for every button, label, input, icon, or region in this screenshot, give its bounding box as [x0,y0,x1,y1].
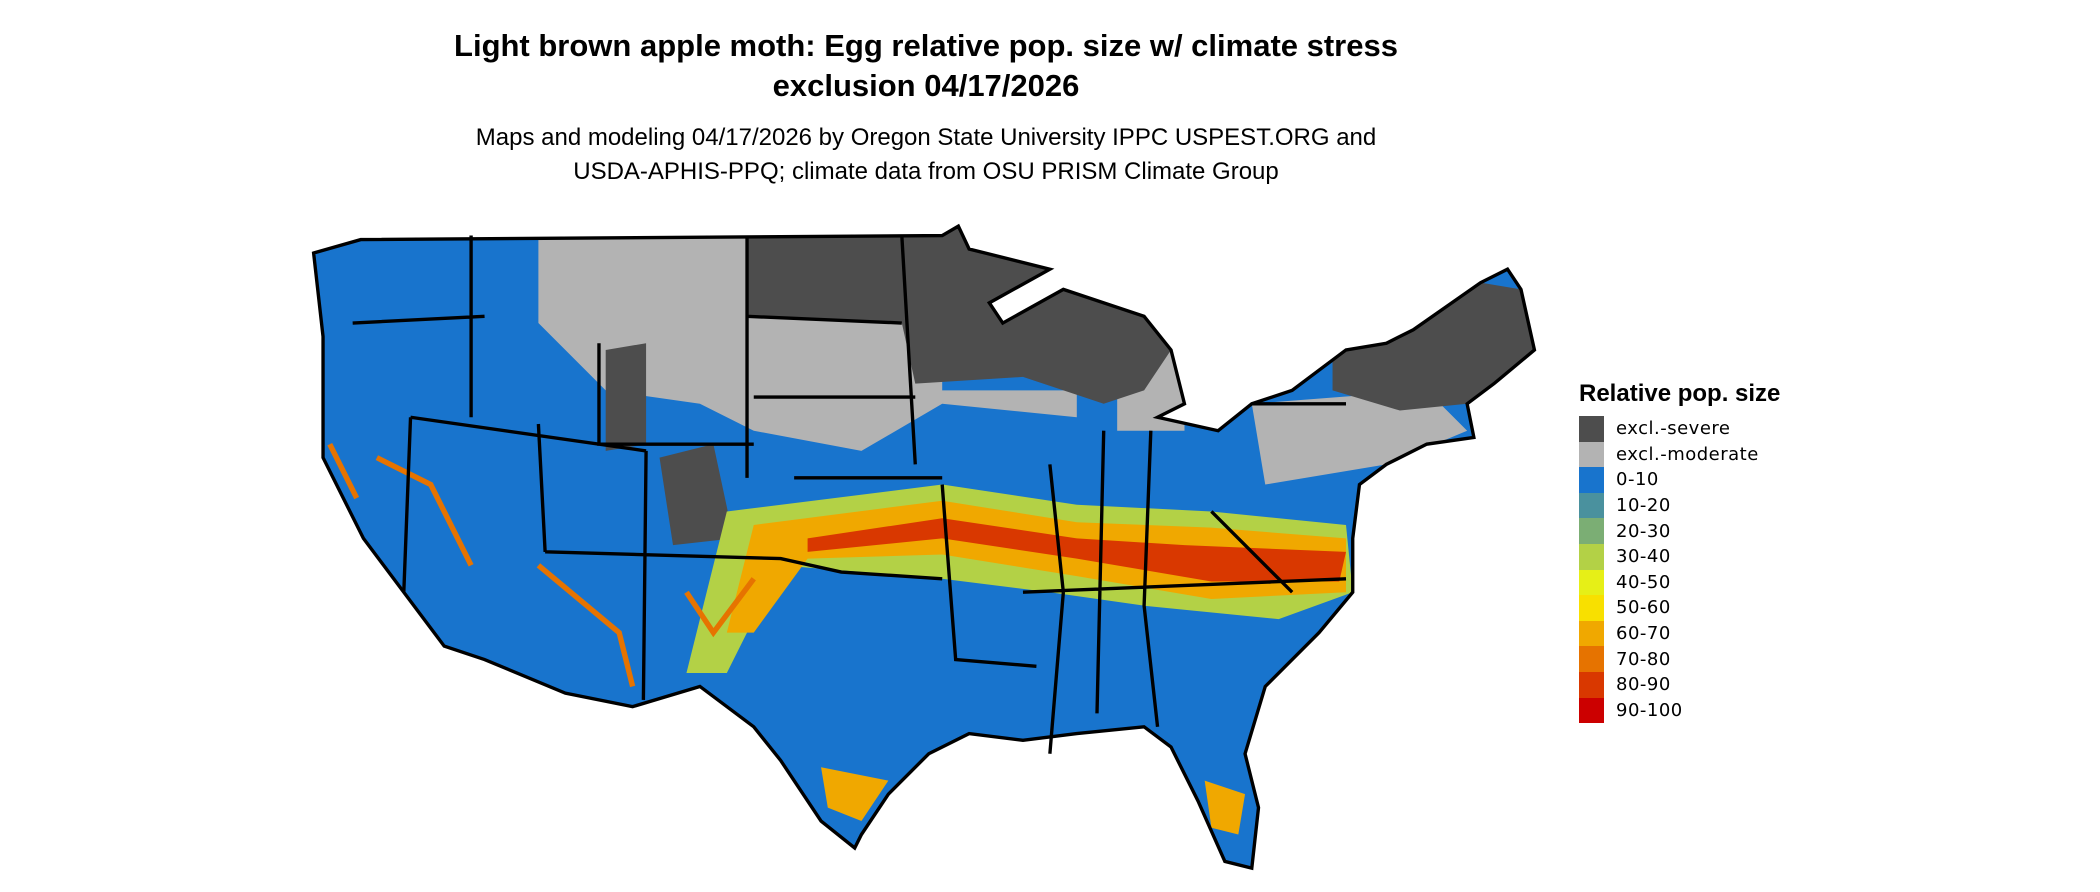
legend-item: 90-100 [1579,697,1780,724]
legend-swatch [1579,620,1604,647]
legend-item: 70-80 [1579,646,1780,672]
legend-label: 10-20 [1616,495,1671,517]
legend-label: 90-100 [1616,699,1683,721]
legend-label: 0-10 [1616,469,1659,491]
legend: Relative pop. size excl.-severe excl.-mod… [1579,380,1781,724]
legend-item: 10-20 [1579,492,1780,519]
legend-item: 40-50 [1579,569,1780,596]
map-title-line1: Light brown apple moth: Egg relative pop… [454,28,1398,63]
legend-item: 0-10 [1579,467,1780,493]
legend-item: 80-90 [1579,671,1780,698]
legend-swatch [1579,697,1604,724]
map-subtitle-line2: USDA-APHIS-PPQ; climate data from OSU PR… [573,158,1279,185]
legend-label: 40-50 [1616,571,1671,593]
legend-swatch [1579,518,1604,544]
legend-swatch [1579,595,1604,621]
legend-swatch [1579,467,1604,493]
legend-label: 60-70 [1616,623,1671,645]
region-west-mountain-bands [327,442,756,688]
region-80-100 [807,518,1346,582]
legend-item: 50-60 [1579,595,1780,621]
legend-swatch [1579,492,1604,519]
legend-label: 70-80 [1616,648,1671,670]
legend-item: excl.-severe [1579,416,1780,442]
legend-label: 80-90 [1616,674,1671,696]
legend-label: 20-30 [1616,520,1671,542]
legend-item: 30-40 [1579,543,1780,570]
legend-swatch [1579,543,1604,570]
legend-item: 60-70 [1579,620,1780,647]
legend-swatch [1579,441,1604,468]
legend-label: excl.-severe [1616,418,1731,440]
legend-label: 50-60 [1616,597,1671,619]
map-title-line2: exclusion 04/17/2026 [772,68,1080,103]
legend-swatch [1579,646,1604,672]
legend-label: 30-40 [1616,546,1671,568]
legend-swatch [1579,671,1604,698]
map-subtitle-line1: Maps and modeling 04/17/2026 by Oregon S… [475,124,1377,151]
state-borders [311,224,1537,870]
legend-item: 20-30 [1579,518,1780,544]
legend-title: Relative pop. size [1579,380,1781,407]
region-excl-severe [605,226,1535,546]
legend-label: excl.-moderate [1616,443,1759,465]
legend-swatch [1579,416,1604,442]
legend-item: excl.-moderate [1579,441,1780,468]
legend-swatch [1579,569,1604,596]
